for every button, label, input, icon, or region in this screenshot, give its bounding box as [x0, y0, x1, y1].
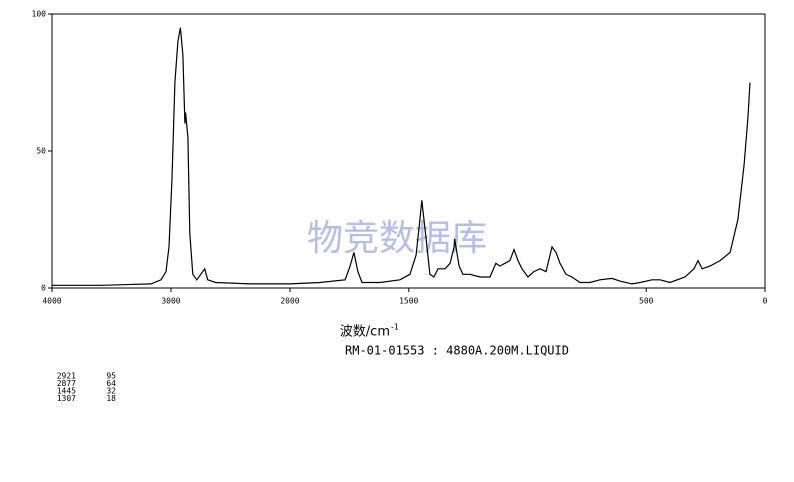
x-tick-label: 1500 — [399, 297, 418, 306]
x-tick-label: 500 — [639, 297, 654, 306]
peak-intensity: 18 — [106, 394, 116, 403]
y-tick-label: 50 — [36, 147, 46, 156]
x-tick-label: 0 — [763, 297, 768, 306]
peak-intensity: 64 — [106, 379, 116, 388]
x-tick-label: 3000 — [161, 297, 180, 306]
x-axis-label: 波数/cm — [340, 325, 390, 340]
peak-wavenumber: 1307 — [57, 394, 76, 403]
peak-intensity: 95 — [106, 372, 116, 381]
spectrum-line — [52, 27, 751, 286]
y-tick-label: 0 — [41, 284, 46, 293]
caption: RM-01-01553 : 4880A.200M.LIQUID — [345, 344, 569, 358]
x-tick-label: 2000 — [280, 297, 299, 306]
y-tick-label: 100 — [32, 10, 47, 19]
x-tick-label: 4000 — [42, 297, 61, 306]
peak-intensity: 32 — [106, 387, 116, 396]
peak-wavenumber: 2921 — [57, 372, 76, 381]
peak-wavenumber: 2877 — [57, 379, 76, 388]
peak-wavenumber: 1445 — [57, 387, 76, 396]
x-axis-label-sup: -1 — [391, 323, 399, 332]
watermark: 物竞数据库 — [307, 218, 487, 259]
